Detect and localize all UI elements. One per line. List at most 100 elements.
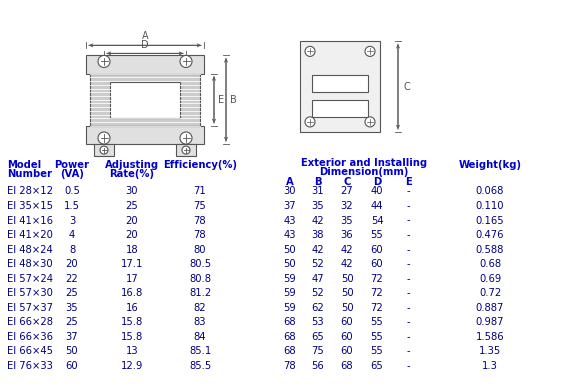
Text: 85.1: 85.1 (189, 346, 211, 357)
Circle shape (305, 117, 315, 127)
Text: 55: 55 (371, 346, 383, 357)
Text: 65: 65 (312, 332, 324, 342)
Text: 47: 47 (312, 274, 324, 284)
Text: 0.588: 0.588 (476, 245, 504, 255)
Text: -: - (406, 346, 410, 357)
Text: 52: 52 (312, 259, 324, 269)
Text: 50: 50 (66, 346, 79, 357)
Text: EI 57×30: EI 57×30 (7, 288, 53, 298)
Text: 36: 36 (341, 230, 354, 240)
Text: 35: 35 (341, 215, 354, 226)
Bar (90, 74, 200, 126)
Text: 42: 42 (341, 245, 354, 255)
Text: 72: 72 (371, 288, 383, 298)
Text: 22: 22 (66, 274, 79, 284)
Text: 65: 65 (371, 361, 383, 371)
Text: 56: 56 (312, 361, 324, 371)
Text: 72: 72 (371, 303, 383, 313)
Text: 50: 50 (341, 274, 354, 284)
Text: 50: 50 (284, 259, 296, 269)
Text: 16.8: 16.8 (121, 288, 143, 298)
Text: 27: 27 (340, 187, 354, 197)
Text: -: - (406, 288, 410, 298)
Text: C: C (343, 178, 351, 187)
Text: 42: 42 (312, 245, 324, 255)
Text: Weight(kg): Weight(kg) (458, 160, 521, 170)
Text: -: - (406, 361, 410, 371)
Text: 3: 3 (69, 215, 75, 226)
Text: 59: 59 (284, 288, 296, 298)
Text: 17: 17 (125, 274, 138, 284)
Text: -: - (406, 245, 410, 255)
Text: 43: 43 (284, 230, 296, 240)
Text: 18: 18 (125, 245, 138, 255)
Text: 78: 78 (284, 361, 296, 371)
Text: 68: 68 (284, 332, 296, 342)
Text: 1.35: 1.35 (479, 346, 501, 357)
Text: 0.69: 0.69 (479, 274, 501, 284)
Text: D: D (373, 178, 381, 187)
Text: 35: 35 (66, 303, 79, 313)
Text: E: E (405, 178, 411, 187)
Text: 80.8: 80.8 (189, 274, 211, 284)
Text: EI 41×20: EI 41×20 (7, 230, 53, 240)
Text: 83: 83 (194, 317, 206, 327)
Text: 50: 50 (284, 245, 296, 255)
Text: 60: 60 (371, 245, 383, 255)
Text: EI 48×24: EI 48×24 (7, 245, 53, 255)
Text: Exterior and Installing: Exterior and Installing (301, 158, 427, 169)
Circle shape (98, 132, 110, 144)
Bar (86, 126, 204, 144)
Bar (86, 56, 204, 74)
Text: -: - (406, 230, 410, 240)
Text: 60: 60 (66, 361, 79, 371)
Text: 68: 68 (341, 361, 354, 371)
Text: -: - (406, 215, 410, 226)
Text: 55: 55 (371, 230, 383, 240)
Text: 0.068: 0.068 (476, 187, 504, 197)
Text: EI 76×33: EI 76×33 (7, 361, 53, 371)
Text: 8: 8 (69, 245, 75, 255)
Text: A: A (286, 178, 294, 187)
Circle shape (182, 146, 190, 154)
Text: 40: 40 (371, 187, 383, 197)
Circle shape (98, 56, 110, 68)
Text: 55: 55 (371, 317, 383, 327)
Text: 42: 42 (312, 215, 324, 226)
Text: 1.5: 1.5 (64, 201, 80, 211)
Text: Power: Power (54, 160, 89, 170)
Text: 84: 84 (194, 332, 206, 342)
Text: 38: 38 (312, 230, 324, 240)
Text: 44: 44 (371, 201, 383, 211)
Text: 50: 50 (341, 303, 354, 313)
Text: 78: 78 (194, 230, 206, 240)
Text: Adjusting: Adjusting (105, 160, 159, 170)
Text: EI 41×16: EI 41×16 (7, 215, 53, 226)
Circle shape (365, 47, 375, 56)
Text: EI 48×30: EI 48×30 (7, 259, 53, 269)
Text: 71: 71 (194, 187, 206, 197)
Circle shape (305, 47, 315, 56)
Text: 1.3: 1.3 (482, 361, 498, 371)
Text: 4: 4 (69, 230, 75, 240)
Text: EI 66×28: EI 66×28 (7, 317, 53, 327)
Text: -: - (406, 317, 410, 327)
Text: C: C (403, 82, 410, 91)
Text: 60: 60 (371, 259, 383, 269)
Circle shape (365, 117, 375, 127)
Text: 30: 30 (284, 187, 296, 197)
Text: 55: 55 (371, 332, 383, 342)
Text: -: - (406, 274, 410, 284)
Circle shape (180, 56, 192, 68)
Text: 37: 37 (284, 201, 296, 211)
Text: 53: 53 (312, 317, 324, 327)
Text: EI 66×36: EI 66×36 (7, 332, 53, 342)
Text: -: - (406, 201, 410, 211)
Text: Efficiency(%): Efficiency(%) (163, 160, 237, 170)
Text: 20: 20 (66, 259, 79, 269)
Text: 82: 82 (194, 303, 206, 313)
Text: EI 66×45: EI 66×45 (7, 346, 53, 357)
Text: 59: 59 (284, 274, 296, 284)
Text: 25: 25 (66, 288, 79, 298)
Text: 62: 62 (312, 303, 324, 313)
